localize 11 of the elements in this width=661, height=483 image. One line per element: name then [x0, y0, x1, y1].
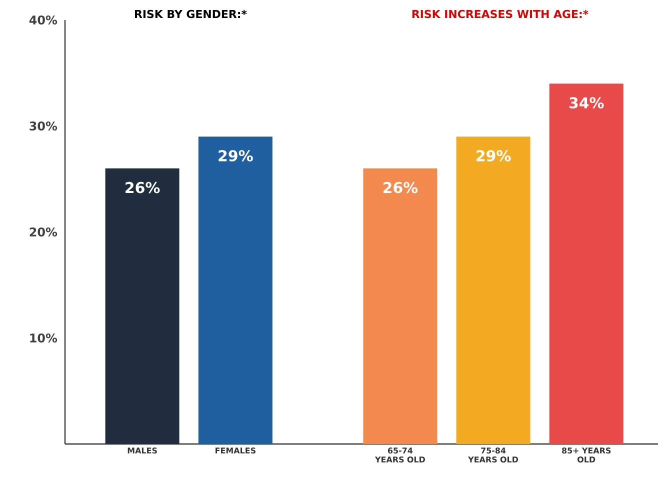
y-tick-label: 40%	[29, 15, 58, 25]
data-label: 29%	[218, 150, 253, 162]
chart-title: RISK BY GENDER:*	[134, 10, 247, 18]
data-label: 34%	[569, 97, 604, 108]
data-label: 26%	[126, 182, 160, 194]
y-tick-label: 10%	[30, 333, 58, 343]
data-label: 29%	[476, 150, 511, 162]
y-tick-label: 20%	[30, 227, 58, 237]
chart-title: RISK INCREASES WITH AGE:*	[412, 10, 588, 18]
y-tick-label: 30%	[30, 121, 58, 131]
data-label: 26%	[384, 182, 418, 194]
